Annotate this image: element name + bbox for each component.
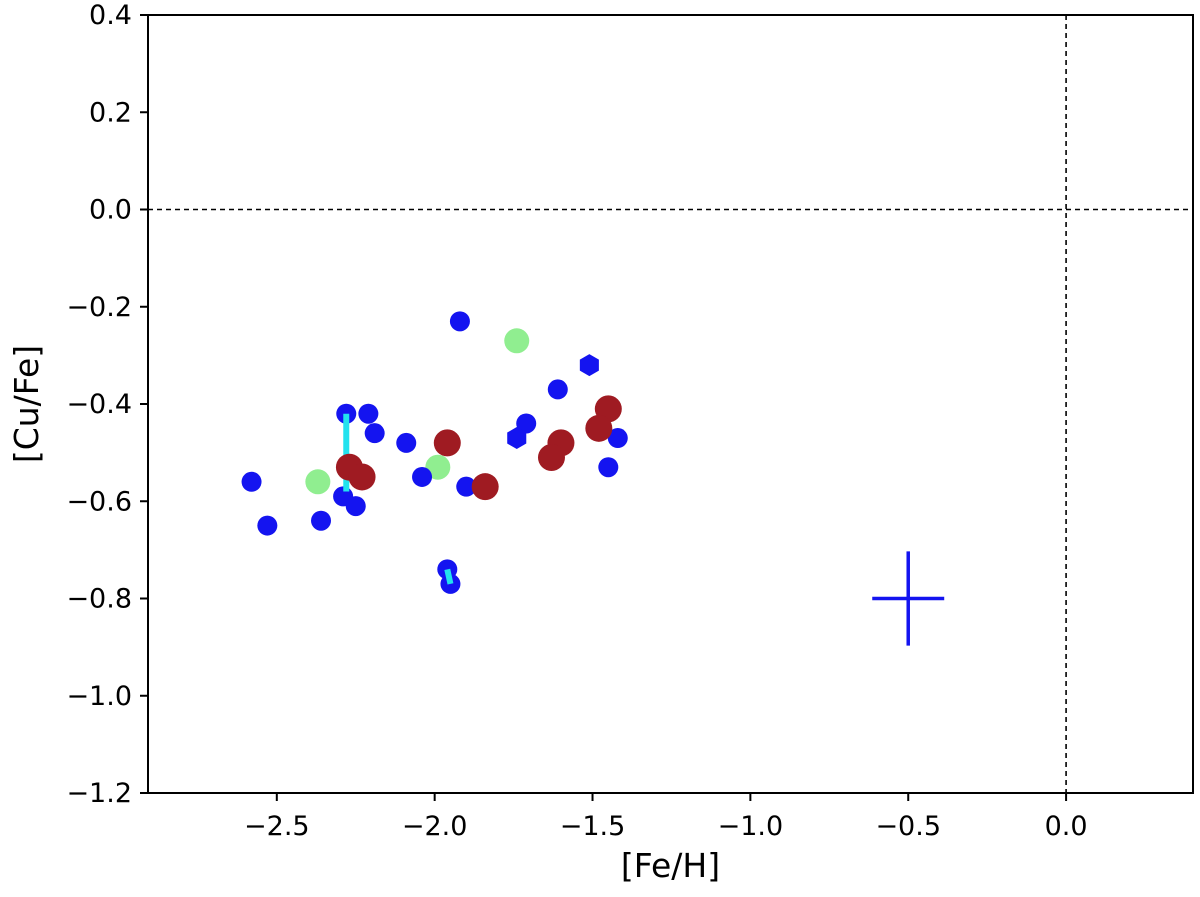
y-tick-label: −0.8 <box>66 584 132 615</box>
y-tick-label: −1.0 <box>66 681 132 712</box>
x-tick-label: −2.0 <box>402 811 468 842</box>
data-point-green-circles <box>504 328 530 354</box>
data-point-blue-circles <box>396 432 417 453</box>
y-axis-label: [Cu/Fe] <box>7 345 46 463</box>
data-point-darkred-circles <box>537 443 565 471</box>
data-point-blue-circles <box>607 428 628 449</box>
data-point-blue-circles <box>311 510 332 531</box>
data-point-darkred-circles <box>471 473 499 501</box>
data-point-green-circles <box>425 454 451 480</box>
data-point-blue-circles <box>241 471 262 492</box>
data-point-blue-circles <box>364 423 385 444</box>
x-tick-label: −1.5 <box>560 811 626 842</box>
data-point-blue-hexagons <box>507 427 527 450</box>
y-tick-label: −0.4 <box>66 389 132 420</box>
x-tick-label: −2.5 <box>244 811 310 842</box>
data-point-blue-circles <box>547 379 568 400</box>
y-tick-label: 0.0 <box>89 195 132 226</box>
data-point-blue-circles <box>345 496 366 517</box>
data-point-darkred-circles <box>433 429 461 457</box>
y-tick-label: 0.4 <box>89 0 132 31</box>
x-axis-label: [Fe/H] <box>621 846 720 885</box>
x-tick-label: −0.5 <box>875 811 941 842</box>
data-point-blue-circles <box>456 476 477 497</box>
data-point-green-circles <box>305 469 331 495</box>
data-point-blue-circles <box>449 311 470 332</box>
y-tick-label: 0.2 <box>89 97 132 128</box>
x-tick-label: −1.0 <box>718 811 784 842</box>
y-tick-label: −0.2 <box>66 292 132 323</box>
plot-border <box>147 14 1194 794</box>
data-point-blue-circles <box>516 413 537 434</box>
data-point-blue-hexagons <box>579 354 599 377</box>
data-point-blue-circles <box>598 457 619 478</box>
y-tick-label: −0.6 <box>66 486 132 517</box>
cyan-connector-2 <box>444 568 454 585</box>
data-point-darkred-circles <box>585 414 613 442</box>
y-tick-label: −1.2 <box>66 778 132 809</box>
data-point-darkred-circles <box>348 463 376 491</box>
data-point-blue-circles <box>358 403 379 424</box>
data-point-blue-circles <box>412 466 433 487</box>
x-tick-label: 0.0 <box>1045 811 1088 842</box>
data-point-blue-circles <box>257 515 278 536</box>
